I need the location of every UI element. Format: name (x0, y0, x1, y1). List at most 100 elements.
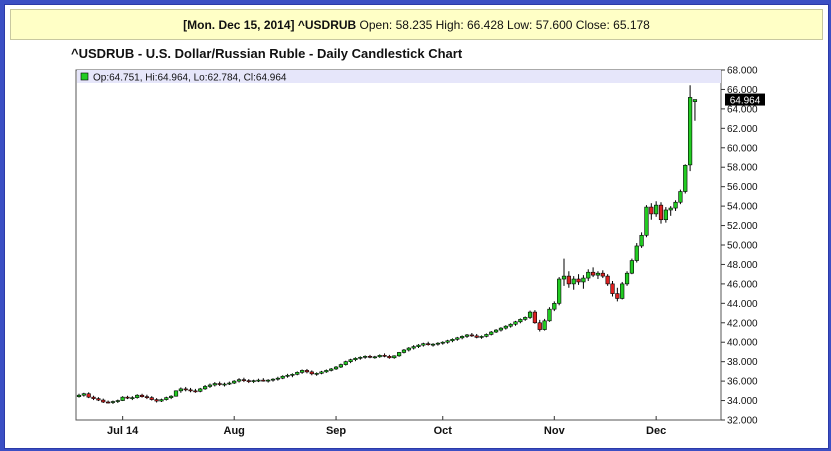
candle-body (86, 393, 91, 398)
candle-body (227, 382, 232, 385)
candle-body (600, 272, 605, 277)
candle (484, 333, 489, 338)
candle-body (130, 397, 135, 399)
candle (183, 386, 188, 392)
legend-band (77, 70, 721, 83)
candle (586, 269, 591, 281)
candle (290, 373, 295, 378)
last-price-tag: 64.964 (725, 93, 765, 107)
y-tick-label: 40.000 (727, 338, 758, 349)
candle (343, 360, 348, 366)
candle (96, 397, 101, 402)
candle-body (304, 370, 310, 373)
candle-body (217, 383, 222, 385)
candle-body (149, 397, 154, 400)
y-tick-label: 50.000 (727, 241, 758, 252)
candle (532, 310, 537, 324)
candle (159, 398, 164, 403)
open-value: 58.235 (395, 17, 433, 32)
y-axis: 32.000 34.000 36.000 38.000 40.000 42.000 44.0… (721, 66, 758, 427)
price-tag-box (725, 93, 765, 106)
candle (692, 99, 698, 121)
candle-body (275, 377, 280, 380)
candle-body (348, 359, 353, 362)
candle (503, 325, 508, 330)
candle (445, 339, 450, 344)
candle (333, 366, 339, 370)
candle-body (266, 379, 271, 382)
candle (687, 85, 693, 172)
candle (649, 203, 654, 220)
candle-body (193, 390, 198, 393)
candle-body (198, 388, 203, 392)
candle (469, 332, 474, 337)
candle-body (595, 272, 601, 276)
candle-body (212, 383, 217, 386)
candle-body (537, 322, 542, 330)
candle (198, 387, 203, 393)
candle-body (290, 374, 295, 376)
candle-body (387, 356, 392, 359)
candle (178, 387, 183, 393)
candle-body (561, 275, 567, 280)
candle (256, 378, 261, 383)
candle-body (106, 401, 111, 404)
candle (338, 363, 344, 368)
candle-body (624, 272, 630, 285)
candle-body (571, 278, 576, 285)
candles (76, 85, 698, 404)
candle (241, 377, 247, 383)
candle-body (406, 347, 411, 351)
candle-body (547, 308, 552, 322)
y-tick-label: 66.000 (727, 85, 758, 96)
candle-body (338, 364, 344, 368)
candle (353, 357, 358, 362)
candle-body (96, 398, 101, 401)
candle-body (178, 388, 183, 392)
candle (392, 355, 397, 359)
candle-body (120, 396, 125, 401)
candle (595, 271, 601, 280)
candle-body (251, 380, 256, 382)
candle (261, 378, 266, 382)
high-value: 66.428 (467, 17, 504, 32)
candle-body (285, 374, 290, 377)
candle (212, 382, 217, 387)
candle (270, 378, 276, 382)
candle (266, 379, 271, 383)
candle (319, 370, 324, 375)
candle (115, 399, 120, 403)
candle (440, 341, 445, 345)
y-tick-label: 64.000 (727, 104, 758, 115)
candle (464, 333, 470, 338)
candle (372, 355, 377, 359)
candle-body (353, 357, 358, 361)
candle-body (81, 393, 86, 396)
candle-body (503, 325, 508, 329)
candle-body (295, 372, 300, 375)
candle (329, 367, 334, 372)
candle-body (135, 394, 140, 398)
candle (232, 380, 237, 385)
close-value: 65.178 (613, 17, 650, 32)
legend-text: Op:64.751, Hi:64.964, Lo:62.784, Cl:64.9… (93, 73, 287, 84)
candle-body (513, 321, 518, 325)
candle (91, 395, 96, 401)
candle (280, 375, 285, 380)
candle (523, 316, 528, 321)
candle-body (469, 334, 474, 337)
candle (222, 382, 227, 387)
candle-body (508, 323, 513, 327)
candle (547, 307, 552, 322)
candle (295, 371, 300, 376)
candle (615, 287, 620, 302)
candle (508, 323, 513, 328)
candle-body (586, 271, 591, 279)
candle-body (527, 311, 533, 318)
candle (406, 347, 411, 352)
candle-body (392, 355, 397, 359)
candle-body (261, 379, 266, 382)
candle-body (363, 356, 368, 358)
candle (624, 271, 630, 286)
candle (363, 355, 368, 359)
